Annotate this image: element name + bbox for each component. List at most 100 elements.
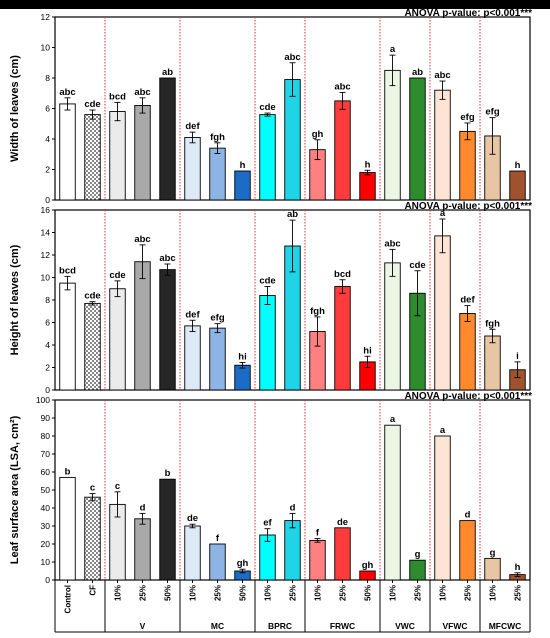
category-label: Control <box>64 585 73 613</box>
significance-letter: d <box>140 502 146 513</box>
significance-letter: cde <box>84 291 100 302</box>
significance-letter: d <box>290 502 296 513</box>
bar <box>134 261 151 391</box>
y-tick-label: 10 <box>41 557 51 567</box>
bar <box>259 114 276 201</box>
y-tick-label: 50 <box>41 485 51 495</box>
anova-label: ANOVA p-value: p<0.001*** <box>404 8 532 19</box>
category-label: 10% <box>314 585 323 601</box>
significance-letter: abc <box>434 70 450 81</box>
bar <box>109 111 126 201</box>
y-tick-label: 4 <box>45 134 50 144</box>
bar <box>184 325 201 391</box>
category-label: 25% <box>414 585 423 601</box>
category-label: 25% <box>514 585 523 601</box>
significance-letter: h <box>515 562 521 573</box>
bar <box>409 77 426 201</box>
category-label: 10% <box>189 585 198 601</box>
bar <box>484 557 501 581</box>
bar <box>259 295 276 391</box>
category-label: 10% <box>489 585 498 601</box>
category-label: 25% <box>289 585 298 601</box>
category-label: 50% <box>364 585 373 601</box>
top-bar <box>0 0 550 9</box>
bar <box>434 435 451 581</box>
y-tick-label: 20 <box>41 539 51 549</box>
significance-letter: def <box>185 121 200 132</box>
significance-letter: hi <box>363 345 371 356</box>
bar <box>109 288 126 391</box>
group-label: MC <box>211 621 224 631</box>
y-tick-label: 0 <box>45 385 50 395</box>
category-label: CF <box>89 585 98 596</box>
significance-letter: cde <box>259 276 275 287</box>
significance-letter: bcd <box>109 91 126 102</box>
bar <box>134 104 151 201</box>
significance-letter: f <box>216 533 220 544</box>
bar <box>59 103 76 201</box>
bar <box>209 327 226 391</box>
bar <box>84 114 101 201</box>
significance-letter: a <box>390 44 396 55</box>
y-tick-label: 100 <box>36 395 50 405</box>
category-label: 10% <box>439 585 448 601</box>
significance-letter: fgh <box>210 132 225 143</box>
bar <box>334 100 351 201</box>
significance-letter: de <box>187 513 198 524</box>
bar <box>59 476 76 581</box>
y-axis-label: Height of leaves (cm) <box>9 244 21 355</box>
y-tick-label: 70 <box>41 449 51 459</box>
y-tick-label: 12 <box>41 12 51 22</box>
bar <box>384 262 401 391</box>
bar <box>159 269 176 391</box>
bar <box>134 518 151 581</box>
significance-letter: f <box>316 528 320 539</box>
bar <box>159 478 176 581</box>
significance-letter: fgh <box>310 306 325 317</box>
category-label: 25% <box>339 585 348 601</box>
significance-letter: c <box>115 481 120 492</box>
bar <box>334 527 351 581</box>
bar <box>284 520 301 581</box>
bar <box>309 539 326 581</box>
significance-letter: cde <box>109 270 125 281</box>
bar <box>434 235 451 391</box>
group-label: V <box>140 621 146 631</box>
significance-letter: def <box>460 295 475 306</box>
bar <box>459 313 476 391</box>
significance-letter: efg <box>210 313 224 324</box>
bar <box>384 69 401 201</box>
bar <box>359 172 376 201</box>
y-tick-label: 30 <box>41 521 51 531</box>
significance-letter: abc <box>384 238 400 249</box>
significance-letter: g <box>490 547 496 558</box>
significance-letter: h <box>365 159 371 170</box>
y-tick-label: 10 <box>41 273 51 283</box>
significance-letter: b <box>65 466 71 477</box>
significance-letter: ab <box>287 209 298 220</box>
y-tick-label: 90 <box>41 413 51 423</box>
significance-letter: de <box>337 517 348 528</box>
category-label: 10% <box>114 585 123 601</box>
group-label: VFWC <box>442 621 467 631</box>
bar <box>59 282 76 391</box>
y-tick-label: 10 <box>41 43 51 53</box>
significance-letter: g <box>415 549 421 560</box>
y-tick-label: 12 <box>41 250 51 260</box>
significance-letter: abc <box>59 87 75 98</box>
significance-letter: abc <box>134 87 150 98</box>
chart-panel-1: 0 2 4 6 8 10 12 Width of leaves (cm) ANOVA p-val… <box>9 8 532 205</box>
significance-letter: d <box>465 510 471 521</box>
chart-panel-2: 0 2 4 6 8 10 12 14 16 Height of leaves (cm) ANOVA … <box>9 201 532 395</box>
significance-letter: cde <box>409 260 425 271</box>
bar <box>334 286 351 391</box>
bar <box>234 170 251 201</box>
bar <box>459 520 476 581</box>
category-label: 10% <box>264 585 273 601</box>
significance-letter: abc <box>284 52 300 63</box>
significance-letter: h <box>515 160 521 171</box>
significance-letter: cde <box>259 102 275 113</box>
bar <box>84 302 101 391</box>
significance-letter: def <box>185 309 200 320</box>
